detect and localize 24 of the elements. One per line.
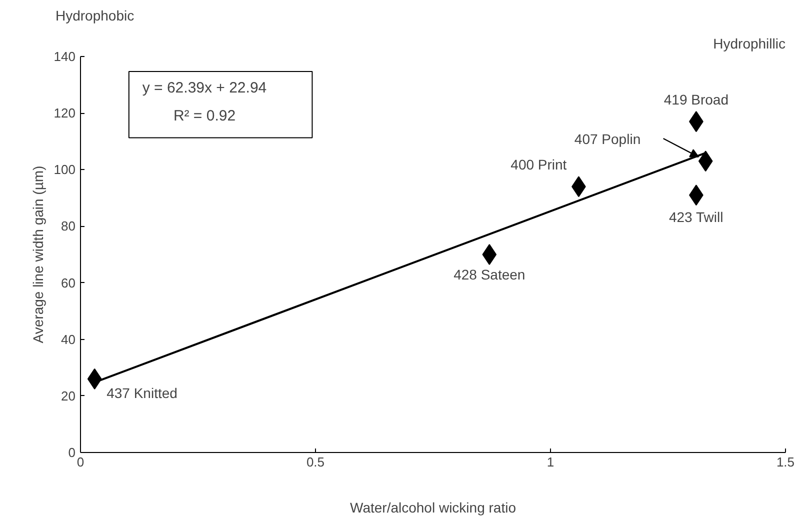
y-tick-label: 100 (54, 162, 76, 178)
y-axis-title: Average line width gain (µm) (30, 166, 46, 344)
y-tick-label: 20 (61, 388, 76, 404)
x-tick-label: 1.5 (776, 454, 795, 470)
x-axis-title: Water/alcohol wicking ratio (350, 500, 516, 516)
y-tick-label: 120 (54, 106, 76, 121)
annotation: y = 62.39x + 22.94 (142, 80, 267, 96)
point (482, 244, 497, 265)
y-tick-label: 60 (61, 275, 76, 290)
x-tick-label: 0.5 (306, 454, 325, 470)
text: Hydrophillic (713, 36, 786, 52)
annotation: 419 Broad (664, 92, 729, 108)
annotation: 423 Twill (668, 209, 724, 226)
annotation: R² = 0.92 (173, 108, 236, 124)
text: Hydrophobic (56, 8, 134, 24)
annotation: 428 Sateen (454, 266, 526, 282)
annotation: 437 Knitted (106, 384, 178, 401)
y-tick-label: 80 (61, 218, 76, 234)
y-tick-label: 40 (61, 332, 76, 347)
y-tick-label: 0 (68, 445, 76, 460)
x-tick-label: 1 (546, 454, 554, 470)
annotation: 400 Print (510, 156, 567, 173)
annotation: 407 Poplin (574, 131, 641, 148)
y-tick-label: 140 (54, 49, 76, 64)
